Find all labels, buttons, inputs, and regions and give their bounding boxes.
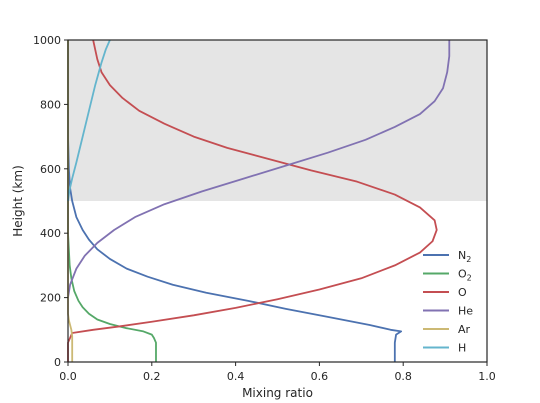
legend-entry-label: He — [458, 305, 473, 318]
series-line-o2-1 — [67, 40, 157, 362]
series-line-h-5 — [67, 39, 111, 202]
series-line-o-2 — [67, 39, 438, 362]
shaded-region — [68, 40, 487, 201]
x-axis-label: Mixing ratio — [242, 386, 313, 400]
x-tick-label: 0.8 — [394, 370, 412, 383]
x-tick-label: 0.6 — [311, 370, 329, 383]
legend: N2 O2 O He Ar H — [423, 249, 473, 355]
series-line-he-3 — [67, 40, 451, 298]
x-tick-label: 1.0 — [478, 370, 496, 383]
y-axis-label: Height (km) — [11, 165, 25, 236]
y-axis-ticks: 0 200 400 600 800 1000 — [33, 34, 68, 369]
legend-entry-label: O2 — [458, 268, 472, 283]
y-tick-label: 1000 — [33, 34, 61, 47]
y-tick-label: 600 — [40, 163, 61, 176]
series-layer — [67, 39, 451, 362]
x-tick-label: 0.0 — [59, 370, 77, 383]
y-tick-label: 200 — [40, 292, 61, 305]
legend-entry-label: O — [458, 286, 467, 299]
legend-entry-label: H — [458, 342, 466, 355]
series-line-n2-0 — [67, 40, 403, 362]
x-tick-label: 0.4 — [227, 370, 245, 383]
y-tick-label: 800 — [40, 98, 61, 111]
plot-frame — [67, 39, 488, 363]
x-axis-ticks: 0.0 0.2 0.4 0.6 0.8 1.0 — [59, 362, 496, 383]
x-tick-label: 0.2 — [143, 370, 161, 383]
legend-entry-label: N2 — [458, 249, 471, 264]
y-tick-label: 0 — [54, 356, 61, 369]
y-tick-label: 400 — [40, 227, 61, 240]
legend-entry-label: Ar — [458, 323, 471, 336]
